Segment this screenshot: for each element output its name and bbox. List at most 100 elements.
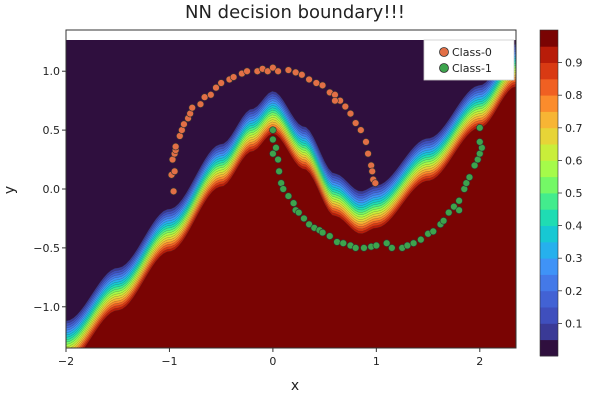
data-point-class-1 — [351, 244, 360, 252]
data-point-class-0 — [264, 67, 272, 75]
data-point-class-1 — [326, 232, 334, 240]
x-axis-label: x — [291, 378, 299, 394]
data-point-class-1 — [476, 138, 484, 146]
data-point-class-0 — [274, 67, 282, 75]
data-point-class-1 — [269, 126, 277, 134]
legend: Class-0 Class-1 — [423, 39, 515, 81]
data-point-class-0 — [243, 67, 251, 75]
data-point-class-0 — [371, 179, 380, 187]
data-point-class-1 — [284, 192, 293, 200]
data-point-class-1 — [305, 220, 313, 229]
legend-box — [423, 39, 515, 81]
y-tick-label: 0.0 — [43, 183, 61, 196]
data-point-class-0 — [312, 79, 321, 87]
data-point-class-0 — [368, 167, 376, 176]
colorbar-band — [540, 78, 558, 96]
colorbar-band — [540, 225, 558, 243]
data-point-class-0 — [217, 79, 225, 87]
colorbar-tick-label: 0.8 — [565, 89, 583, 102]
data-point-class-1 — [300, 214, 308, 223]
data-point-class-0 — [180, 120, 188, 128]
data-point-class-1 — [279, 185, 287, 193]
data-point-class-0 — [188, 104, 196, 112]
colorbar-band — [540, 193, 558, 210]
colorbar-tick-label: 0.2 — [565, 285, 583, 298]
data-point-class-0 — [269, 63, 277, 72]
x-tick-label: 2 — [476, 355, 483, 368]
colorbar-band — [540, 127, 558, 145]
data-point-class-0 — [357, 126, 365, 134]
data-point-class-1 — [470, 161, 479, 170]
data-point-class-1 — [455, 206, 463, 214]
colorbar-band — [540, 339, 558, 357]
colorbar-band — [540, 241, 558, 259]
data-point-class-0 — [284, 66, 293, 74]
colorbar-bands — [540, 30, 558, 357]
data-point-class-1 — [269, 135, 277, 144]
x-tick-label: 0 — [269, 355, 276, 368]
data-point-class-1 — [272, 144, 280, 152]
x-tick-label: −2 — [58, 355, 74, 368]
data-point-class-0 — [207, 91, 215, 99]
data-point-class-1 — [462, 179, 471, 187]
colorbar-band — [540, 209, 558, 226]
data-point-class-1 — [333, 238, 341, 246]
data-point-class-0 — [331, 96, 339, 105]
y-tick-label: −0.5 — [33, 242, 60, 255]
data-point-class-1 — [289, 199, 298, 207]
data-point-class-0 — [341, 102, 350, 111]
data-point-class-1 — [409, 239, 418, 247]
y-tick-label: 1.0 — [43, 65, 61, 78]
data-point-class-1 — [450, 202, 458, 211]
colorbar-band — [540, 111, 558, 129]
colorbar-band — [540, 258, 558, 275]
data-point-class-0 — [362, 138, 370, 146]
data-point-class-0 — [170, 167, 179, 176]
colorbar-band — [540, 30, 558, 47]
chart-title: NN decision boundary!!! — [185, 2, 405, 23]
colorbar: 0.1 0.2 0.3 0.4 0.5 0.6 0.7 0.8 0.9 — [539, 29, 583, 357]
legend-marker-class-0 — [439, 47, 449, 57]
data-point-class-0 — [351, 119, 360, 127]
data-point-class-1 — [372, 241, 381, 250]
colorbar-tick-label: 0.7 — [565, 122, 583, 135]
data-point-class-0 — [200, 93, 209, 101]
data-point-class-0 — [318, 81, 327, 90]
x-tick-label: −1 — [161, 355, 177, 368]
data-point-class-1 — [388, 244, 396, 252]
contour-band-19 — [84, 86, 516, 348]
data-point-class-0 — [229, 73, 238, 81]
data-point-class-0 — [196, 100, 205, 108]
colorbar-band — [540, 176, 558, 194]
data-point-class-1 — [476, 124, 484, 132]
legend-label-class-1: Class-1 — [452, 62, 492, 75]
y-tick-label: −1.0 — [33, 301, 60, 314]
data-point-class-1 — [295, 208, 303, 217]
colorbar-band — [540, 144, 558, 161]
colorbar-tick-label: 0.3 — [565, 252, 583, 265]
colorbar-band — [540, 274, 558, 292]
x-axis-ticks: −2 −1 0 1 2 — [58, 348, 483, 368]
legend-label-class-0: Class-0 — [452, 46, 492, 59]
x-tick-label: 1 — [373, 355, 380, 368]
data-point-class-0 — [171, 142, 180, 151]
data-point-class-1 — [403, 241, 412, 250]
data-point-class-1 — [429, 227, 437, 236]
colorbar-band — [540, 160, 558, 178]
colorbar-band — [540, 95, 558, 112]
data-point-class-1 — [275, 167, 283, 176]
data-point-class-1 — [360, 244, 368, 252]
data-point-class-0 — [291, 68, 300, 77]
data-point-class-0 — [346, 109, 355, 118]
data-point-class-1 — [465, 173, 474, 181]
colorbar-tick-label: 0.6 — [565, 154, 583, 167]
colorbar-band — [540, 62, 558, 80]
data-point-class-1 — [318, 228, 327, 237]
colorbar-band — [540, 323, 558, 341]
colorbar-band — [540, 307, 558, 324]
data-point-class-1 — [274, 155, 282, 164]
colorbar-tick-label: 0.5 — [565, 187, 583, 200]
data-point-class-0 — [305, 75, 313, 84]
colorbar-tick-label: 0.9 — [565, 57, 583, 70]
